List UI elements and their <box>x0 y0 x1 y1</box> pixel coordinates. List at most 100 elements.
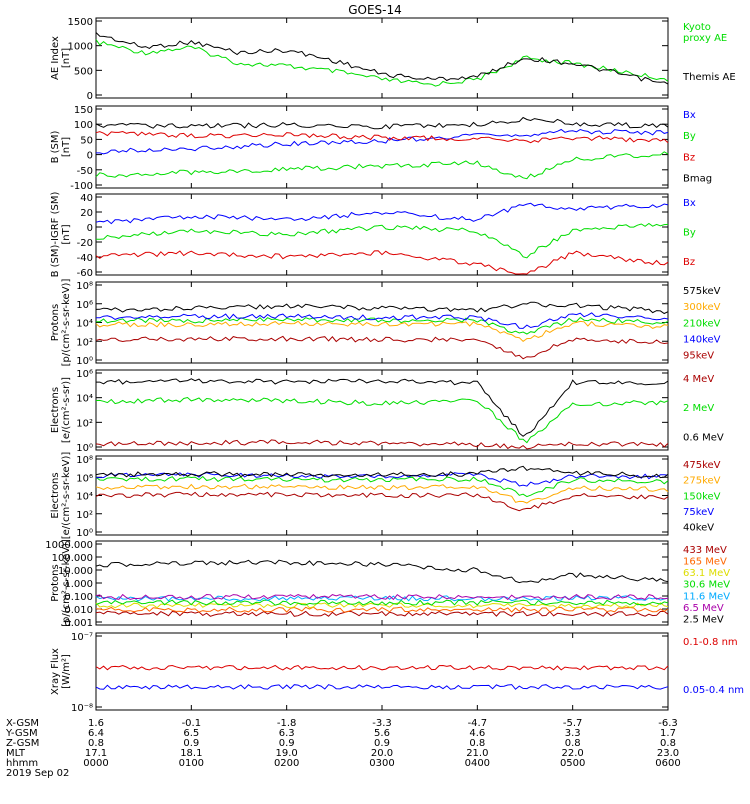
y-tick-label: 1000 <box>68 42 93 53</box>
y-tick-label: 10⁻⁷ <box>71 632 93 643</box>
legend-entry: Bmag <box>683 174 712 185</box>
x-tick-label: 17.1 <box>85 748 107 759</box>
x-tick-label: 1.6 <box>88 718 104 729</box>
x-tick-label: -3.3 <box>372 718 392 729</box>
x-tick-label: 6.4 <box>88 728 104 739</box>
series-line <box>95 684 669 690</box>
page-title: GOES-14 <box>348 3 402 17</box>
x-tick-label: -0.1 <box>182 718 202 729</box>
x-tick-label: 0200 <box>274 758 299 769</box>
legend-entry: Bz <box>683 152 695 163</box>
legend-entry: Bz <box>683 257 695 268</box>
series-line <box>95 222 669 259</box>
y-axis-label: Protons <box>50 564 61 601</box>
series-line <box>95 316 669 335</box>
y-tick-label: 10⁴ <box>76 492 93 503</box>
series-line <box>95 32 669 85</box>
legend-entry: 475keV <box>683 460 721 471</box>
series-line <box>95 491 669 512</box>
x-tick-label: 23.0 <box>657 748 679 759</box>
y-tick-label: 1500 <box>68 17 93 28</box>
x-tick-label: 19.0 <box>276 748 298 759</box>
legend-entry: By <box>683 131 696 142</box>
series-line <box>95 599 669 606</box>
x-tick-label: 0.8 <box>469 738 485 749</box>
y-axis-label: [nT] <box>61 48 72 68</box>
y-tick-label: -20 <box>77 238 93 249</box>
legend-entry: 140keV <box>683 334 721 345</box>
y-tick-label: -40 <box>77 253 93 264</box>
x-tick-label: 1.7 <box>660 728 676 739</box>
legend-entry: proxy AE <box>683 33 727 44</box>
y-tick-label: 50 <box>80 135 93 146</box>
y-tick-label: 100.000 <box>52 553 93 564</box>
y-tick-label: 10⁰ <box>76 443 93 454</box>
legend-entry: 6.5 MeV <box>683 603 724 614</box>
panel-frame <box>95 455 669 536</box>
x-tick-label: 0400 <box>465 758 490 769</box>
series-line <box>95 559 669 584</box>
y-tick-label: 10⁴ <box>76 394 93 405</box>
y-tick-label: 10.000 <box>58 566 93 577</box>
legend-entry: 0.6 MeV <box>683 432 724 443</box>
y-axis-label: B (SM) <box>50 130 61 163</box>
x-tick-label: 0.9 <box>279 738 295 749</box>
x-row-label: X-GSM <box>6 718 39 729</box>
legend-entry: 433 MeV <box>683 545 727 556</box>
x-tick-label: 20.0 <box>371 748 393 759</box>
series-line <box>95 483 669 504</box>
x-tick-label: 3.3 <box>565 728 581 739</box>
x-row-label: Y-GSM <box>5 728 38 739</box>
legend-entry: 210keV <box>683 318 721 329</box>
series-line <box>95 39 669 87</box>
y-tick-label: 0.100 <box>64 592 93 603</box>
series-line <box>95 606 669 613</box>
y-tick-label: 0.010 <box>64 605 93 616</box>
y-tick-label: 10⁰ <box>76 528 93 539</box>
y-tick-label: 1.000 <box>64 579 93 590</box>
panel-frame <box>95 632 669 711</box>
x-tick-label: 0100 <box>179 758 204 769</box>
x-tick-label: 22.0 <box>562 748 584 759</box>
y-tick-label: 10⁶ <box>76 473 93 484</box>
x-tick-label: 0.8 <box>565 738 581 749</box>
x-tick-label: -1.8 <box>277 718 297 729</box>
y-axis-label: [nT] <box>61 224 72 244</box>
x-row-label: Z-GSM <box>6 738 39 749</box>
x-row-label: hhmm <box>6 758 38 769</box>
legend-entry: 2.5 MeV <box>683 614 724 625</box>
x-tick-label: 18.1 <box>180 748 202 759</box>
y-tick-label: 100 <box>74 120 93 131</box>
series-line <box>96 128 669 155</box>
panel-frame <box>95 193 669 276</box>
y-tick-label: 10⁶ <box>76 369 93 380</box>
legend-entry: 275keV <box>683 476 721 487</box>
x-tick-label: 0.9 <box>183 738 199 749</box>
x-tick-label: 0.8 <box>660 738 676 749</box>
y-axis-label: Xray Flux <box>50 648 61 695</box>
series-line <box>95 301 669 315</box>
series-line <box>95 664 669 671</box>
series-line <box>95 396 669 444</box>
y-tick-label: 0.001 <box>64 618 93 629</box>
series-line <box>96 378 669 437</box>
legend-entry: 165 MeV <box>683 557 727 568</box>
x-tick-label: 21.0 <box>466 748 488 759</box>
legend-entry: 2 MeV <box>683 403 714 414</box>
y-tick-label: -50 <box>77 166 93 177</box>
x-tick-label: 0500 <box>560 758 585 769</box>
date-label: 2019 Sep 02 <box>6 768 69 779</box>
series-line <box>95 475 669 498</box>
legend-entry: 300keV <box>683 302 721 313</box>
legend-entry: 30.6 MeV <box>683 580 730 591</box>
x-tick-label: 0300 <box>369 758 394 769</box>
y-axis-label: [e/(cm²-s-sr)] <box>61 377 72 443</box>
x-tick-label: 6.3 <box>279 728 295 739</box>
y-tick-label: 10² <box>76 510 93 521</box>
series-line <box>95 439 669 450</box>
y-tick-label: 0 <box>87 91 93 102</box>
legend-entry: 75keV <box>683 507 714 518</box>
legend-entry: 4 MeV <box>683 374 714 385</box>
y-tick-label: 10⁸ <box>76 281 93 292</box>
